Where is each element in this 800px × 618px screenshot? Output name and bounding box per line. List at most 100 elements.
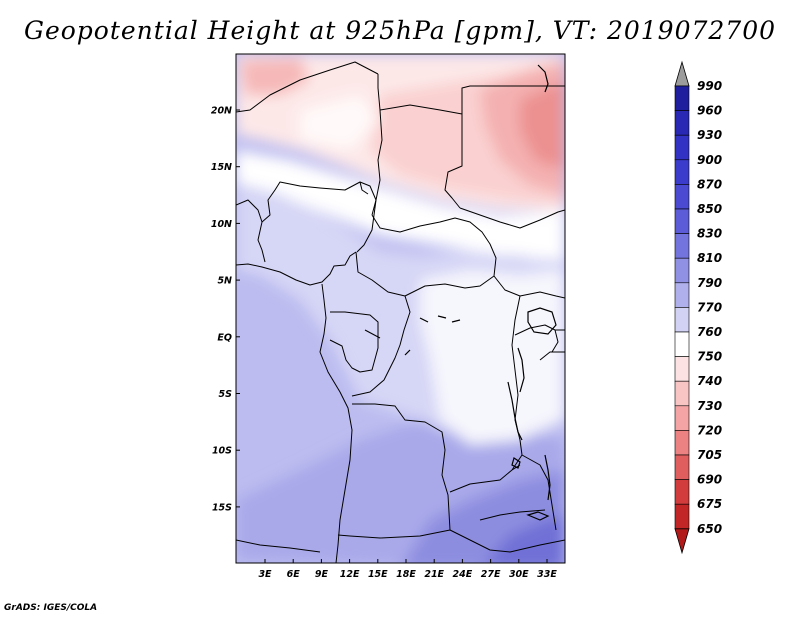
colorbar-label: 770 [697, 300, 722, 314]
colorbar-swatch [674, 110, 690, 136]
colorbar-label: 650 [697, 522, 722, 536]
lat-label: 10N [211, 219, 232, 230]
border-malawi [521, 454, 557, 531]
colorbar-swatch [674, 134, 690, 161]
border-congo-drc [351, 295, 411, 397]
nile-feature [537, 64, 549, 93]
border-gabon-congo [329, 311, 379, 373]
lat-label: 10S [212, 446, 232, 457]
colorbar-label: 990 [697, 79, 722, 93]
colorbar-swatch [674, 331, 690, 357]
colorbar-label: 720 [697, 423, 722, 437]
colorbar-swatch [674, 503, 690, 530]
border-libya-egypt-sudan [461, 85, 565, 114]
colorbar-swatch [674, 85, 690, 111]
lon-label: 24E [453, 569, 473, 580]
colorbar-swatch [674, 454, 690, 480]
colorbar-swatch [674, 405, 690, 431]
field-north-patch [300, 95, 380, 150]
map-frame [235, 53, 566, 564]
latitude-labels: 20N 15N 10N 5N EQ 5S 10S 15S [211, 106, 240, 513]
lake-mweru [511, 457, 521, 469]
lake-malawi [544, 454, 551, 501]
border-zambia-north [449, 464, 521, 493]
border-south-sudan-uganda [493, 275, 565, 299]
lat-label: 5S [219, 389, 233, 400]
lake-tanganyika [507, 381, 523, 441]
lon-label: 15E [368, 569, 388, 580]
field-northwest [240, 58, 310, 95]
longitude-labels: 3E 6E 9E 12E 15E 18E 21E 24E 27E 30E 33E [258, 559, 557, 580]
colorbar-swatch [674, 233, 690, 259]
colorbar-swatch [674, 380, 690, 407]
lakes [404, 64, 557, 521]
country-borders [236, 61, 565, 563]
border-chad-niger [375, 74, 383, 201]
lon-label: 18E [396, 569, 416, 580]
lat-label: 15N [211, 162, 232, 173]
river-segment-3 [451, 319, 461, 323]
colorbar-label: 830 [697, 227, 722, 241]
colorbar-swatch [674, 356, 690, 382]
colorbar-label: 790 [697, 276, 722, 290]
lat-label: 5N [217, 276, 232, 287]
colorbar: 990 960 930 900 870 850 830 810 790 770 760 750 740 7… [674, 60, 722, 555]
lake-chad [359, 181, 369, 195]
border-niger-algeria [236, 61, 379, 113]
lon-label: 12E [340, 569, 360, 580]
lon-label: 6E [287, 569, 301, 580]
lon-label: 21E [424, 569, 444, 580]
border-rwanda [551, 329, 559, 353]
lat-label: 20N [211, 106, 232, 117]
border-equatorial [364, 329, 381, 339]
colorbar-swatch [674, 257, 690, 284]
colorbar-label: 740 [697, 374, 722, 388]
colorbar-label: 750 [697, 350, 722, 364]
colorbar-swatch [674, 282, 690, 308]
colorbar-swatch [674, 208, 690, 234]
map-title: Geopotential Height at 925hPa [gpm], VT:… [23, 16, 777, 45]
border-car-chad [371, 214, 497, 277]
colorbar-label: 675 [697, 497, 722, 511]
colorbar-swatch [674, 430, 690, 456]
colorbar-swatch [674, 184, 690, 210]
field-southeast-low [486, 515, 565, 563]
colorbar-over-arrow [674, 60, 690, 87]
border-uganda-kenya [514, 324, 565, 336]
coast-guinea-gulf [236, 251, 357, 286]
border-angola-drc [352, 403, 451, 531]
river-segment-1 [419, 317, 429, 323]
colorbar-label: 690 [697, 473, 722, 487]
grads-credit: GrADS: IGES/COLA [4, 603, 98, 613]
border-nigeria-niger [261, 181, 377, 223]
colorbar-label: 870 [697, 177, 722, 191]
lon-label: 33E [537, 569, 557, 580]
lake-kariba [526, 511, 550, 521]
colorbar-label: 900 [697, 153, 722, 167]
coast-atlantic [319, 283, 353, 563]
colorbar-label: 730 [697, 399, 722, 413]
border-south [236, 539, 321, 553]
border-cameroon-north [356, 199, 377, 253]
colorbar-swatch [674, 159, 690, 185]
colorbar-swatch [674, 479, 690, 505]
lon-label: 9E [315, 569, 329, 580]
border-tanzania-north [539, 351, 565, 361]
colorbar-swatch [674, 307, 690, 333]
border-chad-sudan [379, 104, 463, 209]
lon-label: 27E [481, 569, 501, 580]
colorbar-label: 960 [697, 104, 722, 118]
border-zimbabwe [479, 509, 546, 521]
lon-label: 3E [258, 569, 272, 580]
colorbar-under-arrow [674, 528, 690, 555]
colorbar-label: 810 [697, 251, 722, 265]
colorbar-label: 930 [697, 128, 722, 142]
border-car-south [355, 251, 495, 297]
river-segment-2 [437, 315, 447, 319]
lat-label: 15S [212, 502, 232, 513]
colorbar-label: 850 [697, 202, 722, 216]
river-segment-4 [404, 349, 411, 356]
field-sudan-low [520, 80, 565, 170]
colorbar-label: 760 [697, 325, 722, 339]
